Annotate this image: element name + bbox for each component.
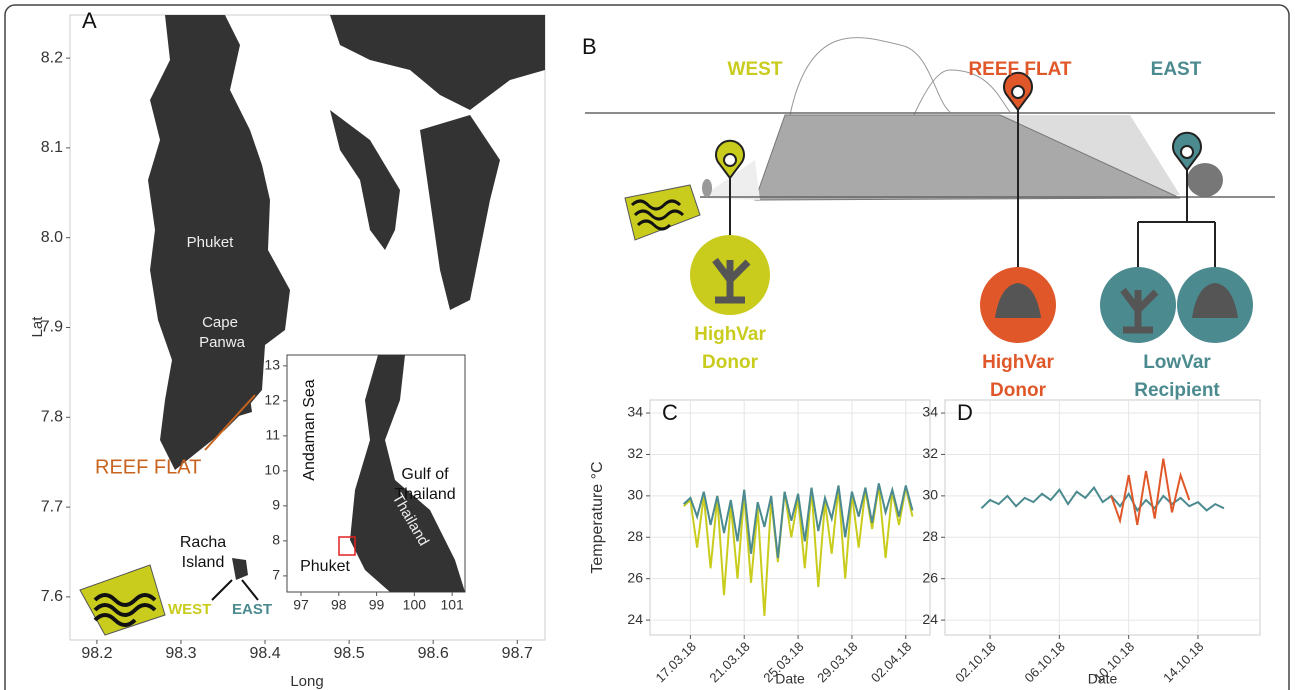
y-tick-label: 8.0 xyxy=(41,229,63,246)
y-tick-label: 34 xyxy=(627,404,643,420)
x-tick-label: 98.6 xyxy=(418,645,449,662)
site-label: Donor xyxy=(702,352,759,373)
y-tick-label: 24 xyxy=(627,611,643,627)
place-label: Phuket xyxy=(300,558,350,575)
y-tick-label: 28 xyxy=(922,528,938,544)
x-tick-label: 29.03.18 xyxy=(814,639,860,685)
site-name: WEST xyxy=(728,59,783,80)
site-label: LowVar xyxy=(1143,352,1211,373)
place-label: Island xyxy=(182,554,225,571)
place-label: Racha xyxy=(180,534,226,551)
temperature-line xyxy=(683,483,914,559)
panel-label: D xyxy=(957,400,973,425)
y-tick-label: 11 xyxy=(265,427,280,443)
y-tick-label: 10 xyxy=(264,462,280,478)
plot-frame xyxy=(944,399,1261,636)
x-tick-label: 21.03.18 xyxy=(706,639,752,685)
place-label: Panwa xyxy=(199,334,246,351)
place-label: Gulf of xyxy=(401,466,449,483)
x-tick-label: 100 xyxy=(403,597,427,613)
x-tick-label: 97 xyxy=(293,597,309,613)
y-axis-label: Lat xyxy=(29,316,46,338)
x-tick-label: 06.10.18 xyxy=(1022,639,1068,685)
x-tick-label: 98.2 xyxy=(81,645,112,662)
x-tick-label: 98.5 xyxy=(334,645,365,662)
site-label: Recipient xyxy=(1134,380,1220,401)
wave-icon xyxy=(624,184,701,241)
inset-land xyxy=(350,355,465,592)
y-tick-label: 32 xyxy=(922,445,938,461)
y-tick-label: 30 xyxy=(627,487,643,503)
wave-icon xyxy=(79,564,166,636)
x-tick-label: 101 xyxy=(440,597,464,613)
y-tick-label: 12 xyxy=(264,392,280,408)
y-tick-label: 32 xyxy=(627,445,643,461)
frame xyxy=(4,4,1290,690)
panel-label: C xyxy=(662,400,678,425)
y-tick-label: 7.6 xyxy=(41,588,63,605)
site-label: Donor xyxy=(990,380,1047,401)
y-tick-label: 26 xyxy=(922,569,938,585)
y-axis-label: Temperature °C xyxy=(589,461,606,573)
y-tick-label: 26 xyxy=(627,569,643,585)
site-pins xyxy=(715,71,1216,268)
y-tick-label: 9 xyxy=(272,497,280,513)
y-tick-label: 13 xyxy=(264,357,280,373)
x-axis-label: Long xyxy=(290,673,323,690)
site-label: HighVar xyxy=(694,324,766,345)
x-tick-label: 02.04.18 xyxy=(868,639,914,685)
y-tick-label: 24 xyxy=(922,611,938,627)
x-axis-label: Date xyxy=(775,671,805,687)
x-tick-label: 98.3 xyxy=(165,645,196,662)
place-label: REEF FLAT xyxy=(95,456,201,478)
y-tick-label: 28 xyxy=(627,528,643,544)
y-tick-label: 30 xyxy=(922,487,938,503)
y-tick-label: 8 xyxy=(272,532,280,548)
x-tick-label: 98 xyxy=(331,597,347,613)
place-label: WEST xyxy=(168,601,211,618)
y-tick-label: 7 xyxy=(272,567,280,583)
x-tick-label: 99 xyxy=(369,597,385,613)
place-label: Thailand xyxy=(394,486,455,503)
y-tick-label: 8.2 xyxy=(41,49,63,66)
site-label: HighVar xyxy=(982,352,1054,373)
place-label: Cape xyxy=(202,314,238,331)
coral-icons xyxy=(690,235,1253,343)
place-label: Phuket xyxy=(187,234,235,251)
land xyxy=(148,15,545,580)
x-tick-label: 14.10.18 xyxy=(1160,639,1206,685)
y-tick-label: 7.8 xyxy=(41,409,63,426)
inset-highlight xyxy=(338,536,356,556)
place-label: Andaman Sea xyxy=(301,379,318,481)
panel-label: B xyxy=(582,34,597,59)
site-pointers xyxy=(211,579,259,601)
x-tick-label: 98.7 xyxy=(502,645,533,662)
temperature-line xyxy=(1110,458,1191,526)
site-name: EAST xyxy=(1151,59,1202,80)
y-tick-label: 34 xyxy=(922,404,938,420)
x-tick-label: 17.03.18 xyxy=(653,639,699,685)
y-tick-label: 8.1 xyxy=(41,139,63,156)
reef-pointer xyxy=(204,394,256,451)
x-tick-label: 02.10.18 xyxy=(952,639,998,685)
place-label: EAST xyxy=(232,601,272,618)
panel-label: A xyxy=(82,8,97,33)
temperature-line xyxy=(980,485,1225,513)
x-axis-label: Date xyxy=(1088,671,1118,687)
y-tick-label: 7.7 xyxy=(41,498,63,515)
site-name: REEF FLAT xyxy=(968,59,1071,80)
y-tick-label: 7.9 xyxy=(41,319,63,336)
x-tick-label: 98.4 xyxy=(249,645,280,662)
